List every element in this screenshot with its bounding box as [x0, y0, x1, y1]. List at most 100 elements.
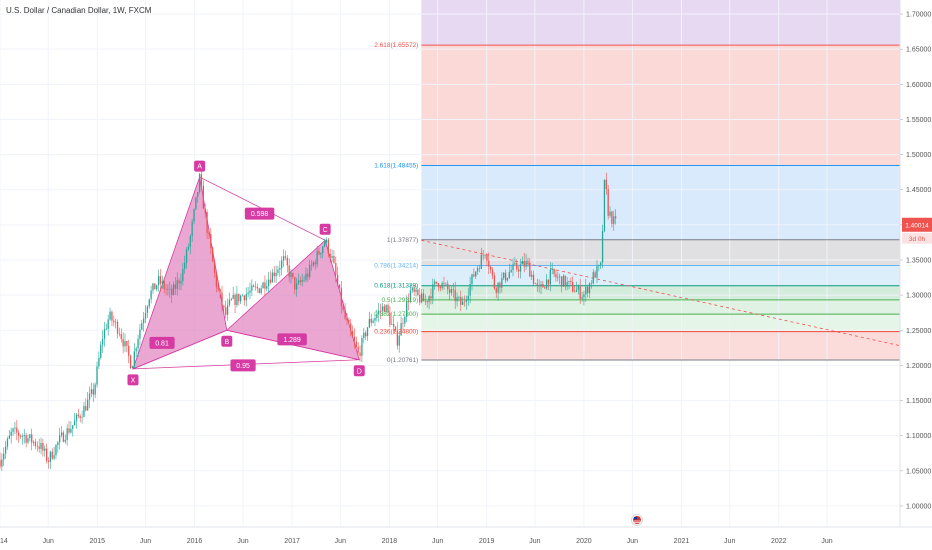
y-axis-tick-label: 1.05000 [906, 468, 931, 475]
fib-zone [421, 331, 900, 361]
candle-body [251, 285, 253, 291]
candle-body [281, 260, 283, 269]
candle-body [536, 283, 538, 285]
candle-body [297, 280, 300, 284]
pattern-ratio-label: 0.81 [155, 340, 169, 347]
candle-body [247, 292, 249, 295]
candle-body [254, 286, 257, 288]
candle-body [230, 298, 232, 300]
candle-body [118, 333, 121, 335]
candle-body [290, 272, 292, 277]
candle-body [374, 317, 376, 321]
candle-body [392, 323, 395, 327]
candle-body [527, 260, 529, 263]
pattern-point-b-marker[interactable] [221, 335, 233, 347]
time-axis[interactable]: 2014 Jun 2015 Jun 2016 Jun 2017 Jun 2018 Jun 2019 J… [0, 526, 932, 545]
candle-body [525, 260, 527, 267]
candle-body [614, 216, 617, 219]
candle-body [213, 261, 216, 274]
pattern-line-xb[interactable] [132, 329, 227, 370]
candle-body [329, 253, 331, 258]
candle-body [570, 281, 572, 282]
pattern-ratio-badge[interactable] [244, 207, 275, 220]
candle-body [340, 288, 343, 306]
candle-body [512, 264, 514, 271]
candle-body [184, 263, 186, 269]
x-axis-tick-label: Jun [43, 538, 54, 545]
candle-body [489, 266, 492, 270]
candle-body [363, 332, 365, 339]
x-axis-tick-label: Jun [529, 538, 540, 545]
candle-body [73, 420, 76, 426]
pattern-point-x-marker[interactable] [127, 374, 139, 386]
pattern-ratio-badge[interactable] [230, 359, 256, 372]
candle-body [204, 208, 206, 213]
candle-body [159, 276, 162, 284]
x-axis-tick-label: 2022 [771, 538, 787, 545]
fib-zone [421, 299, 900, 315]
candle-body [381, 306, 384, 311]
candle-body [305, 273, 307, 280]
fib-level-label: 1(1.37877) [387, 237, 418, 244]
candle-body [389, 312, 391, 325]
us-flag-event-icon[interactable] [631, 514, 643, 526]
current-price-badge [902, 217, 932, 232]
candle-body [415, 289, 417, 292]
candle-body [346, 318, 348, 321]
candle-body [70, 428, 72, 433]
candle-body [88, 393, 91, 400]
candle-body [126, 341, 128, 346]
fib-zone [421, 45, 900, 166]
candle-body [379, 310, 382, 312]
candle-body [0, 460, 1, 467]
candle-body [32, 441, 35, 443]
candle-body [338, 284, 341, 289]
candle-body [504, 272, 507, 281]
candle-body [495, 288, 497, 293]
candle-body [195, 197, 197, 210]
pattern-ratio-badge[interactable] [277, 333, 307, 346]
candle-body [170, 288, 173, 295]
candle-body [129, 355, 132, 369]
candle-body [307, 273, 309, 278]
candle-body [3, 453, 5, 460]
candle-body [185, 249, 188, 264]
candle-body [322, 246, 324, 253]
y-axis-tick-label: 1.55000 [906, 117, 931, 124]
candle-body [232, 294, 234, 299]
countdown-value: 3d 0h [909, 236, 926, 243]
candle-body [172, 284, 175, 295]
candle-body [426, 301, 428, 303]
fib-level-label: 0.786(1.34214) [374, 263, 418, 270]
fib-level-label: 1.618(1.48455) [374, 162, 418, 169]
candle-body [128, 345, 130, 356]
pattern-point-c-marker[interactable] [319, 223, 331, 235]
fib-level-label: 0.382(1.27300) [374, 311, 418, 318]
candle-body [139, 329, 141, 339]
countdown-badge [902, 232, 932, 244]
candle-body [34, 441, 37, 446]
candle-body [113, 320, 115, 323]
candle-body [488, 260, 490, 267]
y-axis-tick-label: 1.50000 [906, 152, 931, 159]
fib-level-label: 0.618(1.31339) [374, 283, 418, 290]
candle-body [79, 416, 81, 418]
candle-body [586, 286, 589, 294]
x-axis-tick-label: Jun [335, 538, 346, 545]
y-axis-tick-label: 1.15000 [906, 398, 931, 405]
dashed-trendline[interactable] [421, 239, 901, 347]
candle-body [439, 286, 441, 289]
candle-body [413, 288, 415, 292]
fib-level-label: 0.5(1.29319) [381, 297, 418, 304]
candle-body [402, 323, 404, 324]
pattern-point-d-marker[interactable] [353, 365, 365, 377]
candle-body [600, 262, 602, 266]
x-axis-tick-label: 2021 [674, 538, 690, 545]
x-axis-tick-label: 2014 [0, 538, 8, 545]
chart-title: U.S. Dollar / Canadian Dollar, 1W, FXCM [6, 6, 152, 15]
pattern-point-a-marker[interactable] [194, 160, 206, 172]
pattern-ratio-badge[interactable] [149, 336, 175, 349]
candle-body [157, 276, 160, 286]
candle-body [463, 301, 466, 303]
candle-body [206, 212, 208, 233]
